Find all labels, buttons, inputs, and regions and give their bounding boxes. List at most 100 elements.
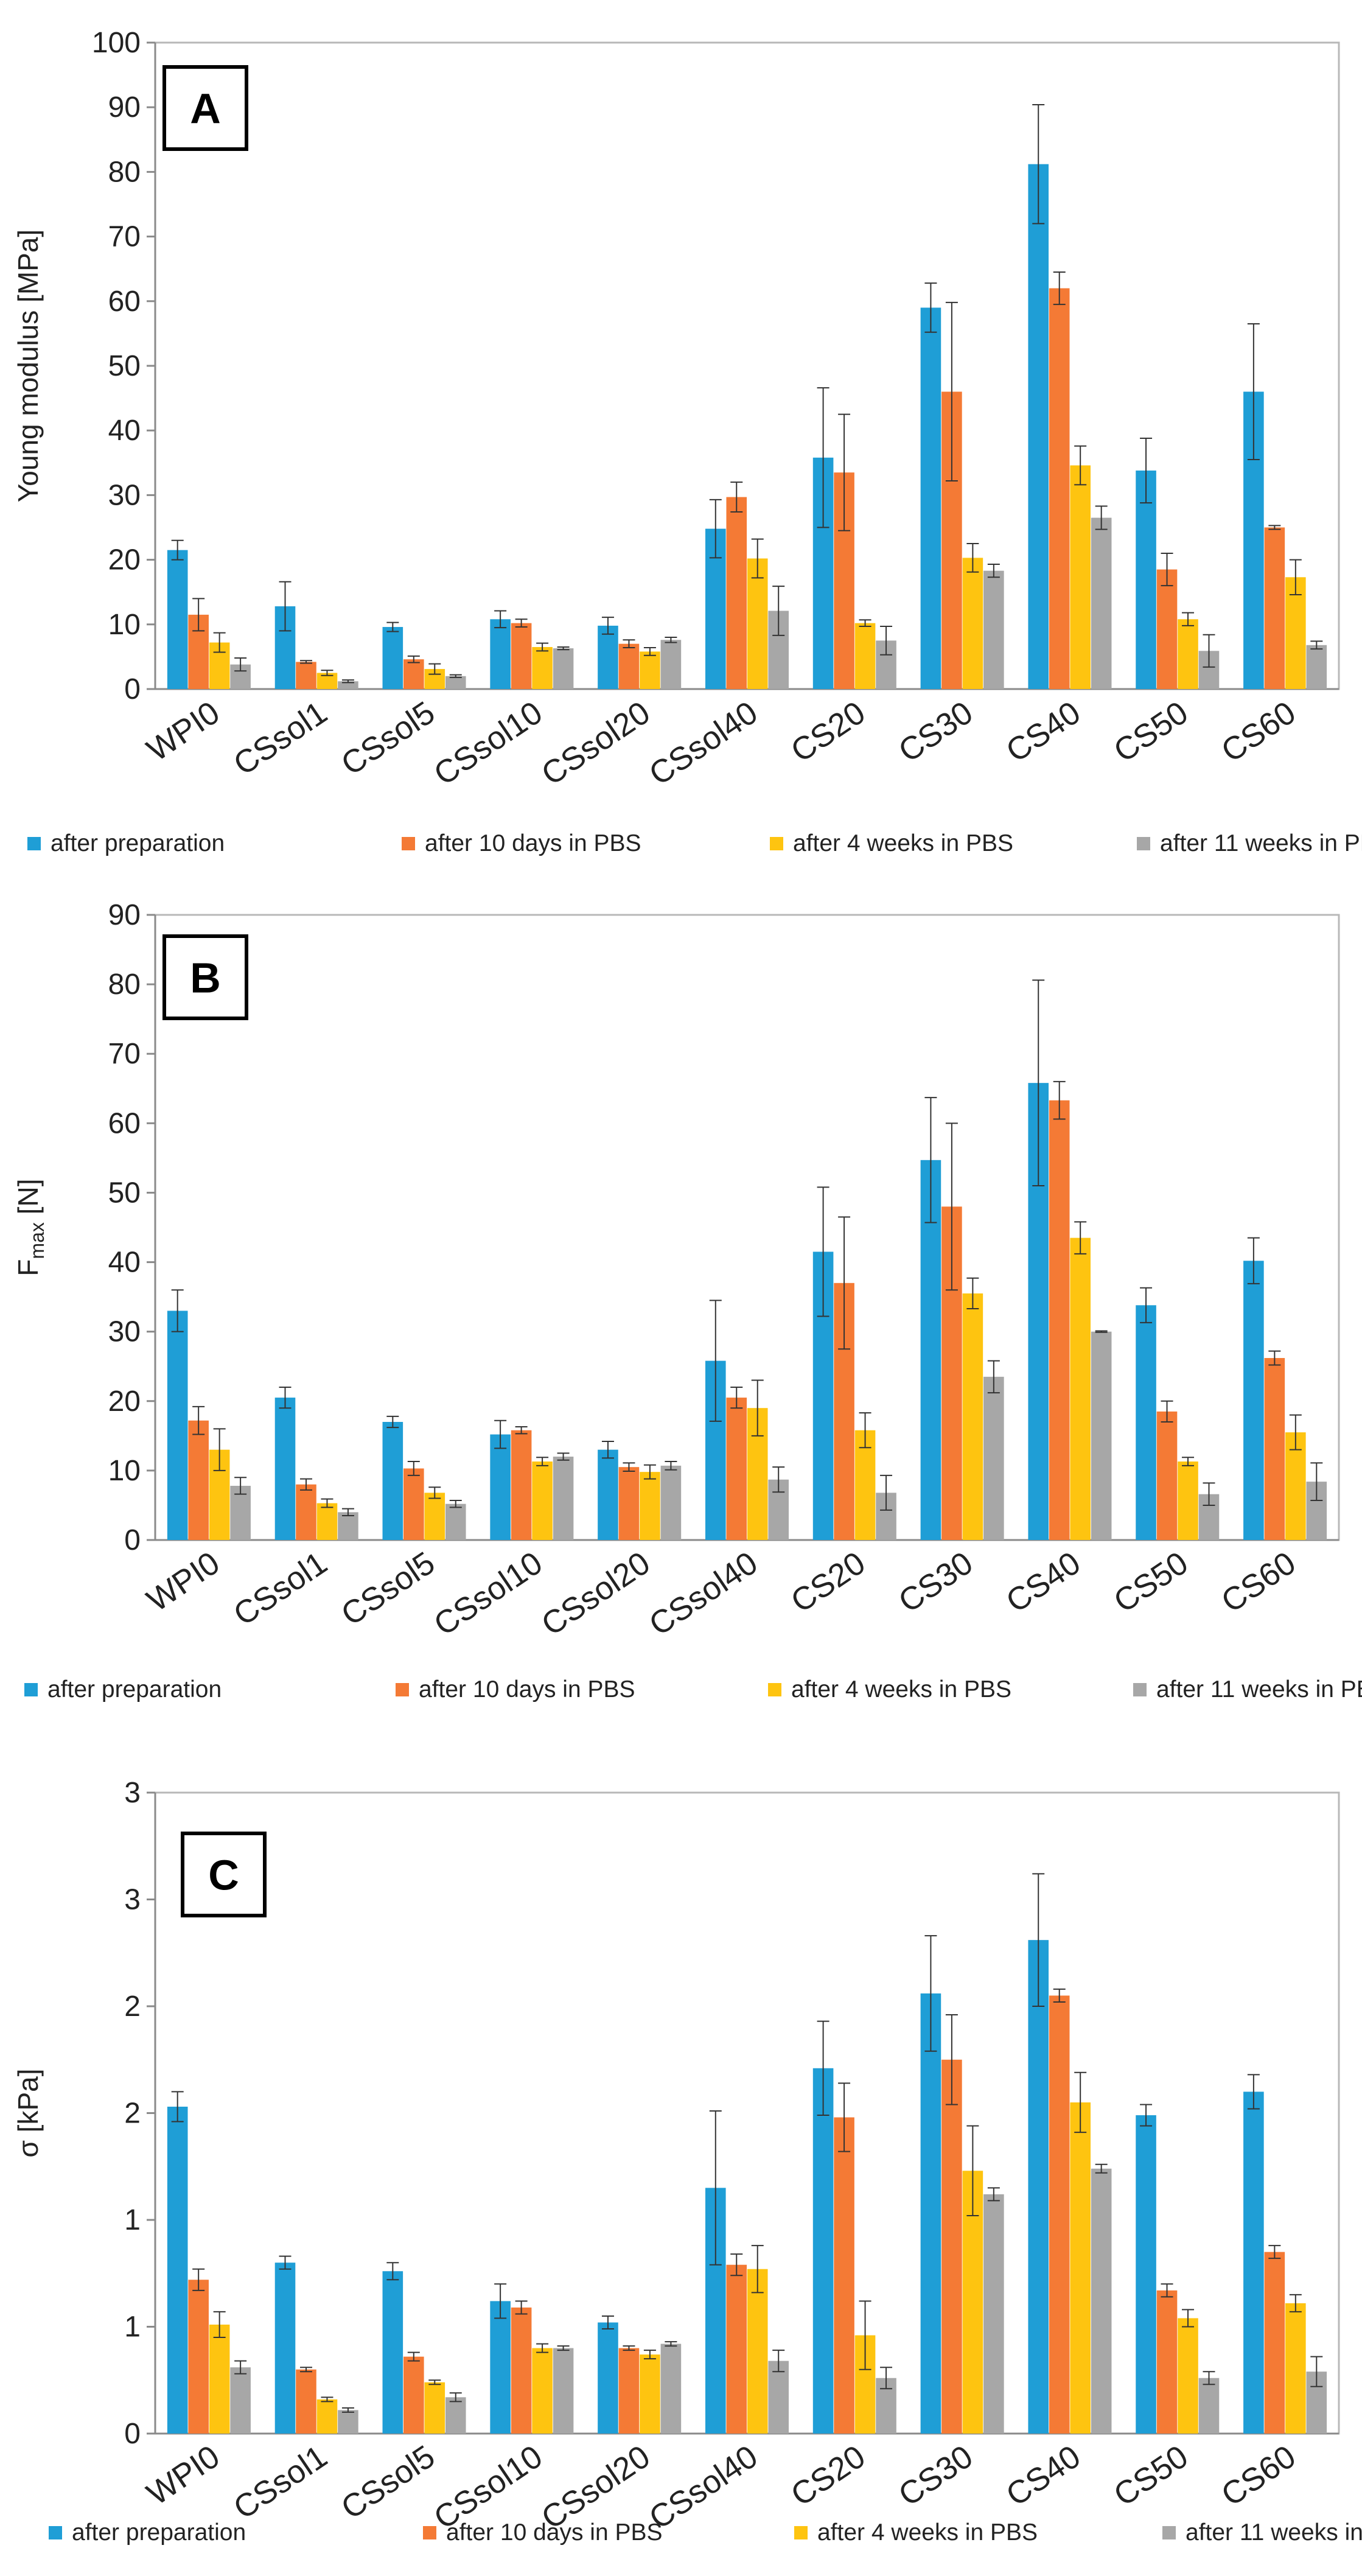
bar-after-preparation-cssol10 xyxy=(490,1434,511,1540)
legend-label-after-preparation: after preparation xyxy=(72,2519,246,2546)
bar-after-10-days-cssol40 xyxy=(726,2264,747,2434)
legend-swatch-after-preparation xyxy=(27,837,41,850)
bar-after-10-days-cssol1 xyxy=(296,662,316,689)
x-tick-label: CSsol40 xyxy=(643,695,764,793)
bar-after-preparation-cs50 xyxy=(1136,2115,1156,2434)
bar-after-11-weeks-cs60 xyxy=(1306,645,1327,689)
y-tick-label: 30 xyxy=(108,1316,141,1348)
bar-after-10-days-cssol1 xyxy=(296,1484,316,1540)
bar-after-11-weeks-cssol20 xyxy=(660,2343,682,2434)
x-tick-label: CSsol1 xyxy=(228,2438,334,2526)
bar-after-preparation-cs40 xyxy=(1028,164,1049,689)
x-tick-label: CSsol10 xyxy=(428,1545,549,1643)
x-tick-label: CS30 xyxy=(892,695,979,769)
legend-label-after-11-weeks: after 11 weeks in PBS xyxy=(1160,830,1362,856)
bar-after-10-days-cssol1 xyxy=(296,2369,316,2434)
legend-swatch-after-4-weeks xyxy=(794,2526,808,2539)
legend-label-after-preparation: after preparation xyxy=(51,830,225,856)
bar-after-preparation-cssol20 xyxy=(598,625,618,689)
y-tick-label: 1 xyxy=(124,2204,141,2236)
bar-after-preparation-cs30 xyxy=(920,307,941,689)
bar-after-11-weeks-cssol1 xyxy=(338,2410,358,2434)
bar-after-10-days-cssol40 xyxy=(726,1398,747,1540)
bar-after-11-weeks-cssol5 xyxy=(445,1503,466,1540)
y-tick-label: 2 xyxy=(124,1990,141,2023)
bar-after-11-weeks-cssol1 xyxy=(338,1512,358,1540)
bar-after-4-weeks-cs30 xyxy=(962,558,983,689)
bar-after-4-weeks-cs30 xyxy=(962,1293,983,1540)
x-tick-label: CSsol20 xyxy=(536,695,657,793)
bar-after-preparation-wpi0 xyxy=(167,550,188,689)
bar-after-preparation-cssol10 xyxy=(490,2301,511,2434)
x-tick-label: CSsol5 xyxy=(335,695,441,782)
y-tick-label: 40 xyxy=(108,1247,141,1279)
bar-after-4-weeks-cs40 xyxy=(1070,1237,1091,1540)
panel-label: B xyxy=(190,954,221,1002)
bar-after-4-weeks-cssol10 xyxy=(532,2348,553,2434)
y-tick-label: 50 xyxy=(108,1177,141,1209)
bar-after-4-weeks-cs20 xyxy=(854,623,876,689)
y-axis-title-unit: [N] xyxy=(12,1178,44,1222)
y-axis-title: Fmax [N] xyxy=(12,1178,48,1276)
bar-after-11-weeks-cssol40 xyxy=(768,2361,789,2434)
y-axis-title-main: F xyxy=(12,1259,44,1276)
bar-after-preparation-wpi0 xyxy=(167,1311,188,1540)
y-tick-label: 40 xyxy=(108,415,141,447)
bar-after-10-days-cs60 xyxy=(1264,1358,1285,1540)
legend-swatch-after-preparation xyxy=(24,1683,38,1696)
bar-after-preparation-cs60 xyxy=(1243,1261,1264,1540)
bar-after-10-days-cs40 xyxy=(1049,1100,1070,1540)
y-tick-label: 80 xyxy=(108,968,141,1001)
bar-after-11-weeks-wpi0 xyxy=(230,1485,251,1540)
bar-after-preparation-cs40 xyxy=(1028,1940,1049,2434)
y-tick-label: 20 xyxy=(108,544,141,576)
y-tick-label: 70 xyxy=(108,221,141,253)
bar-after-10-days-cs50 xyxy=(1156,569,1178,689)
bar-after-11-weeks-wpi0 xyxy=(230,2367,251,2434)
x-tick-label: CS50 xyxy=(1108,1545,1195,1620)
bar-after-preparation-cs30 xyxy=(920,1993,941,2434)
y-axis-title-sub: max xyxy=(26,1222,48,1259)
bar-after-4-weeks-wpi0 xyxy=(209,2324,230,2434)
legend-label-after-10-days: after 10 days in PBS xyxy=(446,2519,663,2546)
bar-after-10-days-cssol5 xyxy=(403,659,424,689)
bar-after-11-weeks-cs50 xyxy=(1198,2378,1220,2434)
legend-swatch-after-11-weeks xyxy=(1162,2526,1176,2539)
bar-after-4-weeks-cs50 xyxy=(1178,1461,1198,1540)
bar-after-preparation-cs30 xyxy=(920,1160,941,1540)
x-tick-label: CSsol5 xyxy=(335,2438,441,2526)
x-tick-label: WPI0 xyxy=(141,1545,226,1619)
bar-after-10-days-cssol10 xyxy=(511,1430,532,1540)
bar-after-10-days-cssol10 xyxy=(511,2307,532,2434)
y-tick-label: 10 xyxy=(108,609,141,641)
bar-after-preparation-cs60 xyxy=(1243,2091,1264,2434)
bar-after-4-weeks-cssol10 xyxy=(532,646,553,689)
x-tick-label: CS60 xyxy=(1215,1545,1302,1620)
legend-label-after-10-days: after 10 days in PBS xyxy=(425,830,641,856)
bar-after-11-weeks-cs30 xyxy=(983,2194,1004,2434)
bar-after-10-days-cs30 xyxy=(941,2059,962,2434)
y-tick-label: 90 xyxy=(108,899,141,931)
bar-after-preparation-cssol5 xyxy=(382,627,403,689)
legend-swatch-after-4-weeks xyxy=(768,1683,781,1696)
bar-after-10-days-cssol5 xyxy=(403,1468,424,1540)
bar-after-4-weeks-cssol20 xyxy=(640,1472,660,1540)
x-tick-label: CS40 xyxy=(1000,1545,1087,1620)
y-axis-title: σ [kPa] xyxy=(12,2069,44,2158)
bar-after-4-weeks-cssol5 xyxy=(424,1493,445,1540)
x-tick-label: CS50 xyxy=(1108,2438,1195,2513)
bar-after-11-weeks-cssol20 xyxy=(660,640,682,689)
x-tick-label: CS40 xyxy=(1000,2438,1087,2513)
bar-after-10-days-cs60 xyxy=(1264,527,1285,689)
x-tick-label: CS20 xyxy=(784,2438,871,2513)
panel-label-box xyxy=(181,1832,267,1917)
bar-after-10-days-cssol10 xyxy=(511,623,532,689)
bar-after-10-days-cssol20 xyxy=(618,2348,640,2434)
bar-after-preparation-cssol1 xyxy=(274,2263,296,2434)
x-tick-label: CSsol1 xyxy=(228,695,334,782)
bar-after-10-days-wpi0 xyxy=(188,2280,209,2434)
bar-after-11-weeks-cs40 xyxy=(1091,2168,1112,2434)
bar-after-10-days-cssol40 xyxy=(726,497,747,689)
legend-label-after-11-weeks: after 11 weeks in PBS xyxy=(1156,1676,1362,1703)
